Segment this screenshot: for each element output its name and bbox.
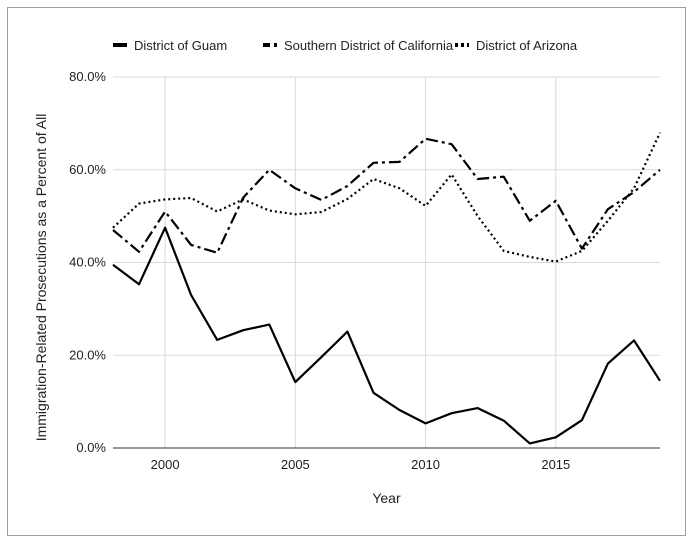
x-axis-ticks: 2000 2005 2010 2015: [151, 457, 571, 472]
series-lines: [112, 132, 661, 445]
x-tick-label: 2000: [151, 457, 180, 472]
x-tick-label: 2015: [541, 457, 570, 472]
series-line-2: [112, 137, 661, 254]
y-tick-label: 0.0%: [76, 440, 106, 455]
y-tick-label: 40.0%: [69, 255, 106, 270]
y-tick-label: 60.0%: [69, 162, 106, 177]
series-line-3: [112, 132, 661, 263]
legend: District of Guam Southern District of Cal…: [113, 38, 578, 53]
series-line-1: [112, 226, 661, 445]
x-tick-label: 2005: [281, 457, 310, 472]
y-tick-label: 80.0%: [69, 69, 106, 84]
gridlines: [113, 76, 660, 448]
legend-label: District of Arizona: [476, 38, 578, 53]
x-axis-title: Year: [372, 490, 401, 506]
legend-label: Southern District of California: [284, 38, 454, 53]
y-axis-ticks: 0.0% 20.0% 40.0% 60.0% 80.0%: [69, 69, 106, 455]
legend-label: District of Guam: [134, 38, 227, 53]
y-tick-label: 20.0%: [69, 347, 106, 362]
y-axis-title: Immigration-Related Prosecutions as a Pe…: [33, 114, 49, 442]
x-tick-label: 2010: [411, 457, 440, 472]
